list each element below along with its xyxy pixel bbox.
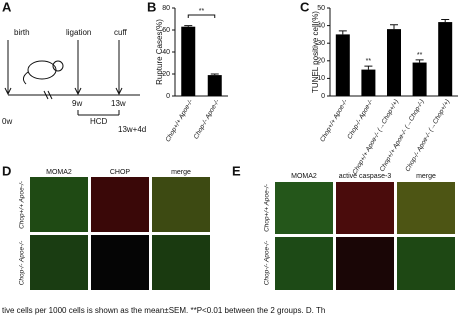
mouse-icon <box>52 60 64 72</box>
row-label: Chop+/+ Apoe-/- <box>19 180 26 229</box>
image <box>397 182 455 234</box>
image <box>275 237 333 290</box>
column-label: active caspase-3 <box>339 173 392 180</box>
significance: ** <box>366 58 372 65</box>
diet-label: HCD <box>90 117 108 126</box>
y-axis-label: TUNEL positive cell(%) <box>311 11 320 93</box>
y-tick-label: 30 <box>317 40 325 47</box>
error-bar <box>210 73 219 76</box>
bar <box>181 26 196 97</box>
image <box>91 177 149 232</box>
event-label: birth <box>14 28 30 37</box>
bar <box>387 29 401 96</box>
timeline <box>4 40 140 116</box>
time-label: 0w <box>2 117 12 126</box>
time-label: 13w+4d <box>118 125 146 134</box>
column-label: MOMA2 <box>46 169 72 176</box>
error-bar <box>441 18 450 23</box>
image <box>275 182 333 234</box>
panel-letter: B <box>147 0 156 14</box>
significance: ** <box>199 8 205 15</box>
image <box>336 237 394 290</box>
panel-letter: E <box>232 163 241 178</box>
y-tick-label: 0 <box>321 93 325 100</box>
bar <box>335 34 350 96</box>
y-tick-label: 40 <box>162 49 170 56</box>
panel-letter: C <box>300 0 310 14</box>
row-label: Chop-/- Apoe-/- <box>19 240 26 285</box>
image <box>30 235 88 290</box>
bar <box>207 75 222 96</box>
micrographs-d <box>30 177 210 290</box>
x-tick-label: Chop+/+ Apoe-/- (→Chop-/-) <box>379 98 426 173</box>
image <box>91 235 149 290</box>
row-label: Chop-/- Apoe-/- <box>264 240 271 285</box>
x-tick-label: Chop-/- Apoe-/- <box>346 98 375 141</box>
y-tick-label: 50 <box>317 5 325 12</box>
image <box>336 182 394 234</box>
image <box>152 177 210 232</box>
image <box>152 235 210 290</box>
mouse-icon <box>22 71 29 85</box>
bar <box>438 22 453 96</box>
arrow-head <box>4 87 12 96</box>
x-tick-label: Chop-/- Apoe-/- <box>193 98 222 141</box>
y-tick-label: 80 <box>162 5 170 12</box>
y-tick-label: 40 <box>317 22 325 29</box>
arrow-head <box>115 87 123 96</box>
time-label: 13w <box>111 99 126 108</box>
y-axis-label: Rupture Cases(%) <box>155 19 164 85</box>
image <box>30 177 88 232</box>
caption: tive cells per 1000 cells is shown as th… <box>2 306 325 315</box>
time-label: 9w <box>72 99 82 108</box>
x-tick-label: Chop+/+ Apoe-/- (→Chop+/+) <box>351 98 400 175</box>
x-tick-label: Chop+/+ Apoe-/- <box>164 98 194 144</box>
event-label: cuff <box>114 28 128 37</box>
y-tick-label: 0 <box>166 93 170 100</box>
column-label: MOMA2 <box>291 173 317 180</box>
column-label: CHOP <box>110 169 131 176</box>
row-label: Chop+/+ Apoe-/- <box>264 183 271 232</box>
axis-break <box>43 90 53 100</box>
y-tick-label: 20 <box>162 71 170 78</box>
image <box>397 237 455 290</box>
significance: ** <box>417 52 423 59</box>
arrow-head <box>74 87 82 96</box>
micrographs-e <box>275 182 455 290</box>
error-bar <box>364 65 373 70</box>
column-label: merge <box>416 173 436 180</box>
y-tick-label: 10 <box>317 75 325 82</box>
column-label: merge <box>171 169 191 176</box>
event-label: ligation <box>66 28 91 37</box>
y-tick-label: 60 <box>162 27 170 34</box>
error-bar <box>338 30 347 35</box>
error-bar <box>390 24 398 30</box>
bar <box>361 69 376 96</box>
error-bar <box>184 25 193 27</box>
mouse-icon <box>27 60 57 80</box>
bar <box>412 62 427 96</box>
error-bar <box>415 59 424 63</box>
y-tick-label: 20 <box>317 58 325 65</box>
bracket <box>187 14 216 18</box>
x-tick-label: Chop+/+ Apoe-/- <box>319 98 349 144</box>
panel-letter: A <box>2 0 12 14</box>
x-tick-label: Chop-/- Apoe-/- (→Chop+/+) <box>404 98 451 173</box>
panel-letter: D <box>2 163 11 178</box>
